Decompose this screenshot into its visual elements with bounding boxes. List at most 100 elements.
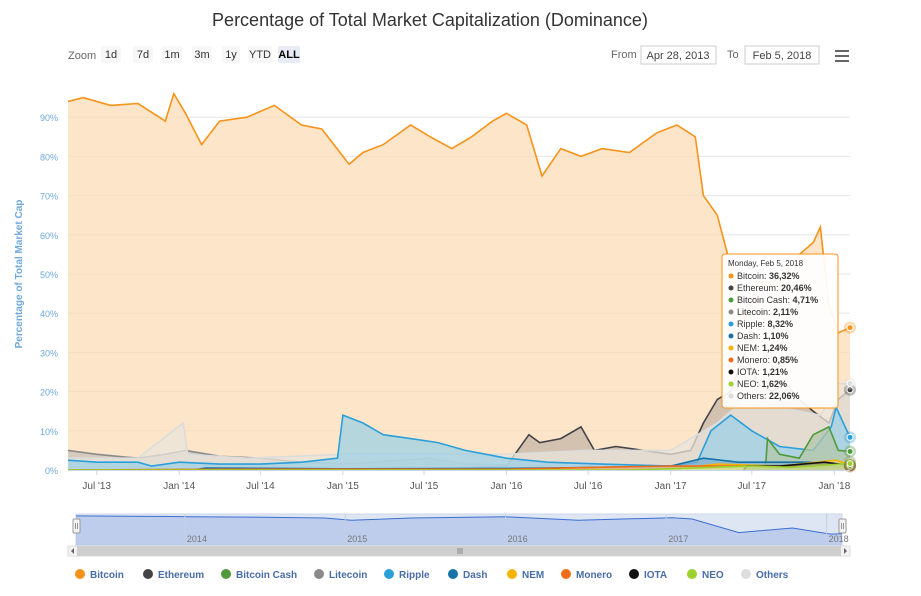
- x-tick-label: Jul '17: [738, 481, 767, 492]
- navigator-handle-right[interactable]: [838, 518, 847, 534]
- navigator-area: [76, 515, 842, 545]
- tooltip-series-name: Litecoin: [737, 307, 768, 317]
- range-button-1d[interactable]: 1d: [101, 46, 121, 63]
- tooltip-colon: :: [768, 307, 773, 317]
- x-tick-label: Jul '13: [82, 481, 111, 492]
- tooltip-colon: :: [764, 391, 769, 401]
- legend-label: Bitcoin Cash: [236, 570, 297, 581]
- to-date-value: Feb 5, 2018: [753, 50, 812, 62]
- tooltip-marker-bitcoin: [728, 273, 734, 279]
- legend-label: Bitcoin: [90, 570, 124, 581]
- tooltip-series-name: Bitcoin: [737, 271, 764, 281]
- legend-marker: [687, 569, 697, 579]
- tooltip-row-nem: NEM: 1,24%: [737, 343, 788, 353]
- legend-item-bitcoin-cash[interactable]: Bitcoin Cash: [221, 569, 297, 581]
- series-area-bitcoin: [68, 93, 850, 470]
- tooltip-series-name: Others: [737, 391, 765, 401]
- legend-marker: [384, 569, 394, 579]
- tooltip-colon: :: [758, 331, 763, 341]
- legend-marker: [741, 569, 751, 579]
- navigator-tick-label: 2015: [347, 534, 367, 544]
- tooltip-series-name: Ethereum: [737, 283, 776, 293]
- y-tick-label: 60%: [40, 231, 58, 241]
- tooltip-series-name: IOTA: [737, 367, 757, 377]
- x-tick-label: Jan '14: [163, 481, 195, 492]
- tooltip-row-iota: IOTA: 1,21%: [737, 367, 788, 377]
- range-button-7d[interactable]: 7d: [133, 46, 153, 63]
- legend-marker: [143, 569, 153, 579]
- tooltip-marker-nem: [728, 345, 734, 351]
- series-line-others: [68, 382, 851, 460]
- from-date-input[interactable]: Apr 28, 2013: [640, 45, 717, 65]
- navigator: 2014 2015 2016 2017 2018: [72, 513, 849, 546]
- legend-label: Others: [756, 570, 789, 581]
- legend-item-nem[interactable]: NEM: [507, 569, 544, 581]
- series-line-ripple: [68, 404, 851, 467]
- y-tick-label: 50%: [40, 270, 58, 280]
- series-line-neo: [68, 462, 851, 470]
- legend-item-monero[interactable]: Monero: [561, 569, 612, 581]
- legend-label: Ethereum: [158, 570, 204, 581]
- legend-item-others[interactable]: Others: [741, 569, 789, 581]
- x-tick-label: Jan '18: [818, 481, 850, 492]
- hamburger-menu-icon[interactable]: [835, 50, 849, 62]
- navigator-tick-label: 2014: [187, 534, 207, 544]
- range-label: 1y: [225, 49, 237, 61]
- range-button-1m[interactable]: 1m: [162, 46, 182, 63]
- tooltip-marker-ripple: [728, 321, 734, 327]
- chart-title: Percentage of Total Market Capitalizatio…: [212, 10, 648, 30]
- legend-item-ethereum[interactable]: Ethereum: [143, 569, 204, 581]
- tooltip-date: Monday, Feb 5, 2018: [728, 259, 804, 268]
- range-label: 7d: [137, 49, 149, 61]
- legend-label: IOTA: [644, 570, 667, 581]
- tooltip-row-ethereum: Ethereum: 20,46%: [737, 283, 812, 293]
- plot-area: [68, 91, 851, 470]
- chevron-right-icon[interactable]: [844, 548, 847, 554]
- legend-item-bitcoin[interactable]: Bitcoin: [75, 569, 124, 581]
- tooltip-marker-bitcoin-cash: [728, 297, 734, 303]
- tooltip-colon: :: [768, 355, 773, 365]
- legend-item-ripple[interactable]: Ripple: [384, 569, 430, 581]
- tooltip-value: 1,10%: [763, 331, 789, 341]
- chevron-left-icon[interactable]: [71, 548, 74, 554]
- range-button-3m[interactable]: 3m: [192, 46, 212, 63]
- scrollbar[interactable]: [67, 545, 851, 557]
- tooltip-marker-monero: [728, 357, 734, 363]
- tooltip-row-dash: Dash: 1,10%: [737, 331, 789, 341]
- legend-item-neo[interactable]: NEO: [687, 569, 724, 581]
- y-tick-label: 80%: [40, 152, 58, 162]
- to-label: To: [727, 49, 739, 61]
- series-endpoint-ripple: [846, 433, 854, 441]
- legend-marker: [75, 569, 85, 579]
- series-line-bitcoin-cash: [764, 425, 851, 470]
- tooltip-colon: :: [757, 379, 762, 389]
- tooltip-row-bitcoin: Bitcoin: 36,32%: [737, 271, 800, 281]
- navigator-tick-label: 2017: [668, 534, 688, 544]
- legend-marker: [448, 569, 458, 579]
- y-axis-title: Percentage of Total Market Cap: [14, 200, 25, 349]
- range-button-1y[interactable]: 1y: [222, 46, 240, 63]
- x-tick-label: Jul '14: [246, 481, 275, 492]
- legend-item-litecoin[interactable]: Litecoin: [314, 569, 367, 581]
- range-button-all[interactable]: ALL: [278, 46, 300, 63]
- tooltip-series-name: Monero: [737, 355, 768, 365]
- series-endpoint-neo: [846, 460, 854, 468]
- from-date-value: Apr 28, 2013: [647, 50, 710, 62]
- tooltip-row-monero: Monero: 0,85%: [737, 355, 798, 365]
- legend-label: Ripple: [399, 570, 430, 581]
- tooltip-colon: :: [764, 271, 769, 281]
- range-button-ytd[interactable]: YTD: [248, 46, 272, 63]
- legend-item-dash[interactable]: Dash: [448, 569, 487, 581]
- navigator-handle-left[interactable]: [72, 518, 81, 534]
- tooltip-row-others: Others: 22,06%: [737, 391, 800, 401]
- range-label: 1m: [164, 49, 179, 61]
- range-label: YTD: [249, 49, 271, 61]
- legend-item-iota[interactable]: IOTA: [629, 569, 667, 581]
- tooltip-box: [721, 253, 839, 409]
- tooltip-row-bitcoin-cash: Bitcoin Cash: 4,71%: [737, 295, 818, 305]
- scrollbar-thumb[interactable]: [77, 546, 841, 556]
- x-tick-label: Jan '16: [491, 481, 523, 492]
- tooltip-colon: :: [757, 367, 762, 377]
- to-date-input[interactable]: Feb 5, 2018: [744, 45, 820, 65]
- tooltip-value: 22,06%: [769, 391, 800, 401]
